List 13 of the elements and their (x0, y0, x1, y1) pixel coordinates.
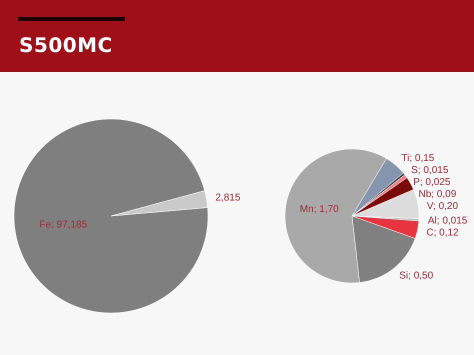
slice-label: Ti; 0,15 (401, 153, 435, 164)
slice-label: P; 0,025 (413, 177, 451, 188)
slice-label: Si; 0,50 (399, 270, 434, 282)
slice-label: S; 0,015 (411, 165, 449, 176)
slice-label: Al; 0,015 (428, 215, 468, 226)
slice-label: V; 0,20 (426, 201, 458, 212)
chart-title: S500MC (19, 33, 113, 57)
slice-label: Nb; 0,09 (418, 189, 457, 200)
slice-label: Mn; 1,70 (300, 204, 340, 215)
slice-label: C; 0,12 (426, 227, 460, 238)
data-label: 2,815 (215, 192, 241, 204)
slice-label: Fe; 97,185 (39, 219, 88, 230)
pie-slice (14, 118, 208, 314)
